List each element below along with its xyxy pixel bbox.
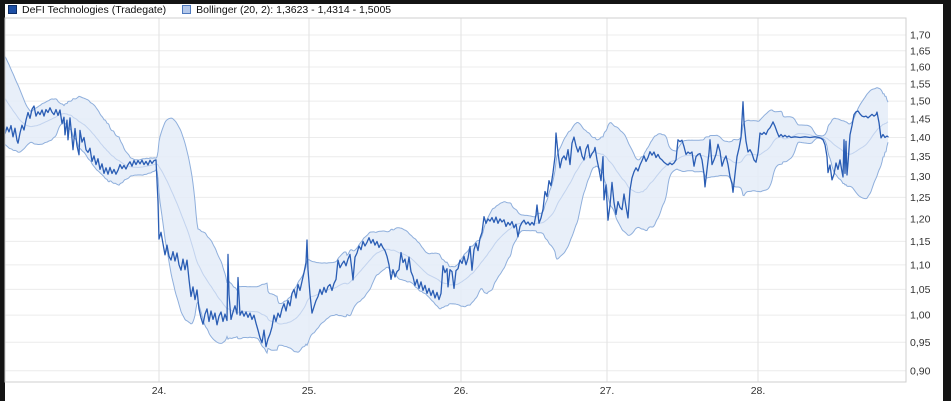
legend-label-bollinger: Bollinger (20, 2): 1,3623 - 1,4314 - 1,5…: [196, 3, 392, 16]
y-axis-label: 1,30: [910, 171, 931, 183]
x-axis-label: 27.: [600, 385, 615, 397]
y-axis-label: 1,50: [910, 96, 931, 108]
y-axis-label: 0,90: [910, 365, 931, 377]
legend-item-bollinger: Bollinger (20, 2): 1,3623 - 1,4314 - 1,5…: [182, 4, 391, 16]
y-axis-label: 0,95: [910, 337, 931, 349]
x-axis-label: 28.: [751, 385, 766, 397]
bollinger-lower-line: [5, 120, 889, 355]
price-line: [5, 101, 889, 348]
chart-legend: DeFI Technologies (Tradegate) Bollinger …: [8, 3, 407, 16]
y-axis-label: 1,70: [910, 30, 931, 42]
bollinger-middle-line: [5, 98, 889, 325]
y-axis-label: 1,65: [910, 45, 931, 57]
y-axis-label: 1,40: [910, 132, 931, 144]
y-axis-label: 1,45: [910, 113, 931, 125]
y-axis-label: 1,25: [910, 192, 931, 204]
x-axis-label: 25.: [302, 385, 317, 397]
price-series-swatch-icon: [8, 5, 17, 14]
y-axis-label: 1,55: [910, 78, 931, 90]
y-axis-label: 1,00: [910, 310, 931, 322]
y-axis-label: 1,20: [910, 213, 931, 225]
y-axis-label: 1,35: [910, 151, 931, 163]
x-axis-label: 24.: [152, 385, 167, 397]
plot-border: [4, 17, 907, 383]
x-axis-label: 26.: [454, 385, 469, 397]
plot-area: [5, 18, 906, 382]
plot-series-group: [5, 56, 889, 355]
y-axis-label: 1,05: [910, 284, 931, 296]
legend-item-price: DeFI Technologies (Tradegate): [8, 4, 166, 16]
bollinger-series-swatch-icon: [182, 5, 192, 14]
legend-label-price: DeFI Technologies (Tradegate): [22, 3, 167, 16]
y-axis-label: 1,60: [910, 62, 931, 74]
y-axis-label: 1,15: [910, 236, 931, 248]
y-axis-label: 1,10: [910, 259, 931, 271]
